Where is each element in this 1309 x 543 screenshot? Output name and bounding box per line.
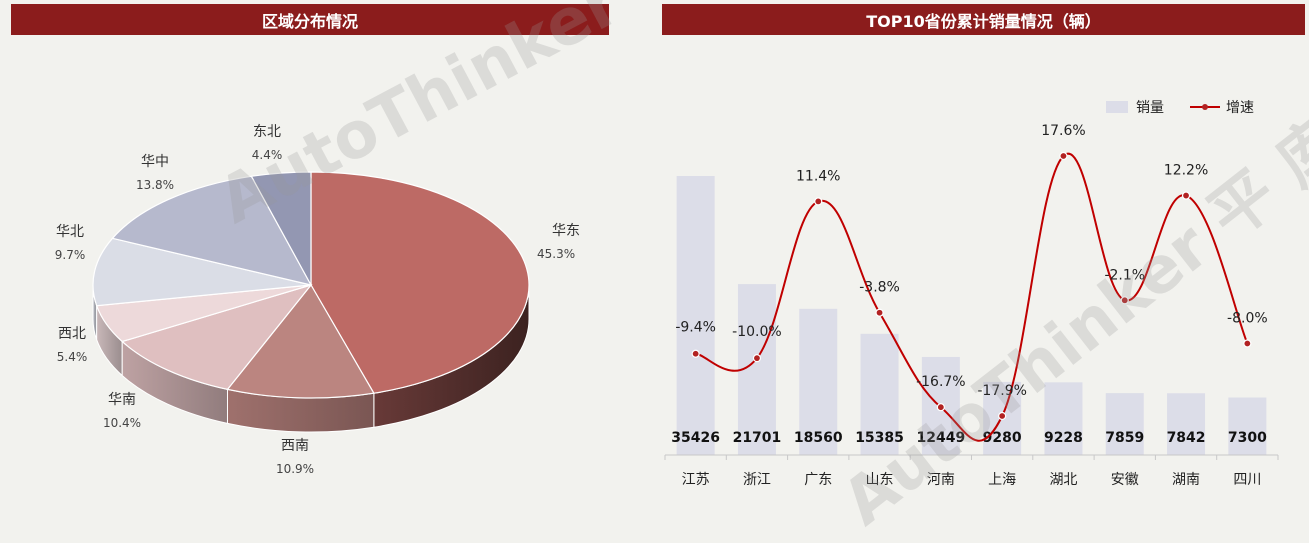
growth-point (1243, 339, 1252, 348)
bar-广东 (799, 308, 838, 455)
pie-label-name: 华北 (56, 224, 84, 240)
province-panel-title: TOP10省份累计销量情况（辆） (662, 4, 1305, 35)
region-distribution-panel: 区域分布情况 华东 45.3% 西南 10.9% 华南 10.4% 西北 5.4% 华北 9.7%… (0, 0, 630, 521)
bar-value-label: 21701 (733, 430, 782, 446)
growth-point (936, 403, 945, 412)
pie-slice-华南 (121, 283, 313, 391)
x-tick-label: 广东 (804, 472, 832, 488)
top10-province-panel: TOP10省份累计销量情况（辆） 35426 江苏 21701 浙江 18560 广东 15… (652, 0, 1309, 521)
bar-value-label: 7859 (1105, 430, 1144, 446)
x-tick-label: 浙江 (743, 472, 771, 488)
bar-湖南 (1167, 393, 1206, 455)
x-tick-label: 四川 (1233, 472, 1261, 488)
growth-value-label: -8.0% (1227, 310, 1268, 326)
legend-label-sales: 销量 (1136, 100, 1164, 116)
bar-value-label: 18560 (794, 430, 843, 446)
bar-value-label: 9228 (1044, 430, 1083, 446)
bar-value-label: 15385 (855, 430, 904, 446)
pie-label-name: 华南 (108, 392, 136, 408)
pie-label-name: 华中 (141, 154, 169, 170)
growth-value-label: 12.2% (1164, 163, 1208, 179)
legend-label-growth: 增速 (1226, 100, 1254, 116)
growth-point (1059, 151, 1068, 161)
pie-label-name: 华东 (552, 223, 580, 239)
chart-legend: 销量 增速 (1106, 100, 1254, 116)
pie-side-walls (92, 284, 530, 433)
pie-label-value: 4.4% (252, 148, 283, 162)
bar-安徽 (1105, 393, 1144, 455)
region-panel-title: 区域分布情况 (11, 4, 609, 35)
growth-value-label: -17.9% (977, 383, 1027, 399)
legend-swatch-sales (1106, 101, 1128, 113)
bar-value-label: 7300 (1228, 430, 1267, 446)
growth-value-label: 11.4% (796, 168, 840, 184)
province-sales-chart: 35426 江苏 21701 浙江 18560 广东 15385 山东 12449 河南 9280 上… (664, 100, 1279, 488)
pie-label-name: 西北 (58, 326, 86, 342)
growth-point (814, 197, 823, 206)
legend-marker-growth (1202, 104, 1208, 110)
pie-label-value: 13.8% (136, 178, 174, 192)
growth-value-label: -2.1% (1104, 267, 1145, 283)
pie-slice-华中 (111, 175, 313, 286)
bar-山东 (860, 333, 899, 455)
bar-value-label: 9280 (983, 430, 1022, 446)
growth-point (1181, 191, 1191, 200)
pie-slice-华北 (92, 237, 312, 307)
pie-label-name: 东北 (253, 124, 281, 140)
growth-value-label: -9.4% (675, 320, 716, 336)
x-tick-label: 安徽 (1111, 472, 1139, 488)
pie-label-value: 10.9% (276, 462, 314, 476)
bar-value-label: 35426 (671, 430, 720, 446)
x-tick-label: 河南 (927, 472, 955, 488)
bar-湖北 (1044, 382, 1083, 455)
pie-label-value: 9.7% (55, 248, 86, 262)
bar-value-label: 12449 (916, 430, 965, 446)
pie-label-value: 10.4% (103, 416, 141, 430)
bar-四川 (1228, 397, 1267, 455)
pie-label-value: 5.4% (57, 350, 88, 364)
pie-label-name: 西南 (281, 438, 309, 454)
pie-slice-华东 (310, 171, 530, 394)
x-tick-label: 湖南 (1172, 472, 1200, 488)
pie-label-value: 45.3% (537, 247, 575, 261)
region-pie-chart: 华东 45.3% 西南 10.9% 华南 10.4% 西北 5.4% 华北 9.7% 华中 13.8%… (55, 124, 580, 476)
x-tick-label: 湖北 (1049, 472, 1077, 488)
growth-point (875, 308, 884, 317)
growth-value-label: -10.0% (732, 324, 782, 340)
x-tick-label: 山东 (866, 472, 894, 488)
growth-value-label: -16.7% (916, 374, 966, 390)
growth-point (1120, 296, 1129, 305)
x-tick-label: 上海 (988, 472, 1016, 488)
pie-slice-东北 (250, 171, 312, 286)
growth-value-label: 17.6% (1041, 123, 1085, 139)
growth-point (998, 411, 1007, 421)
growth-value-label: -3.8% (859, 280, 900, 296)
growth-point (691, 349, 700, 358)
x-tick-label: 江苏 (682, 472, 710, 488)
growth-point (752, 354, 762, 363)
bar-江苏 (676, 176, 715, 455)
bar-value-label: 7842 (1167, 430, 1206, 446)
pie-slice-西南 (226, 283, 375, 399)
